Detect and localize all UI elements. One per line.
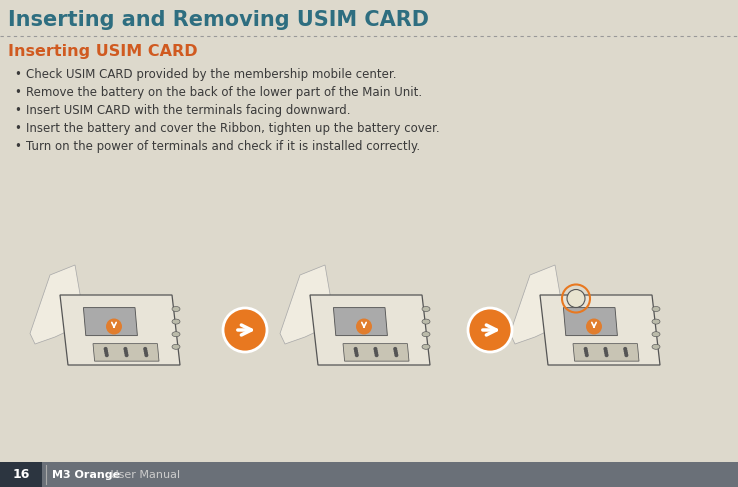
Polygon shape <box>30 265 85 344</box>
Text: •: • <box>14 68 21 81</box>
Text: Inserting and Removing USIM CARD: Inserting and Removing USIM CARD <box>8 10 429 30</box>
Polygon shape <box>510 265 565 344</box>
Text: M3 Orange: M3 Orange <box>52 469 120 480</box>
Circle shape <box>624 349 627 353</box>
Circle shape <box>144 351 148 355</box>
Text: Insert USIM CARD with the terminals facing downward.: Insert USIM CARD with the terminals faci… <box>26 104 351 117</box>
Circle shape <box>124 351 128 355</box>
Circle shape <box>604 347 607 351</box>
Text: User Manual: User Manual <box>107 469 180 480</box>
Circle shape <box>393 347 397 351</box>
Text: •: • <box>14 122 21 135</box>
Circle shape <box>624 351 628 355</box>
Circle shape <box>103 347 108 351</box>
Circle shape <box>584 351 588 355</box>
Circle shape <box>124 349 128 353</box>
Circle shape <box>584 349 588 353</box>
Polygon shape <box>310 295 430 365</box>
Circle shape <box>584 353 589 357</box>
Ellipse shape <box>422 344 430 349</box>
Circle shape <box>106 318 122 335</box>
Circle shape <box>104 349 108 353</box>
Circle shape <box>144 349 148 353</box>
Ellipse shape <box>652 332 660 337</box>
Circle shape <box>584 347 587 351</box>
Ellipse shape <box>172 344 180 349</box>
Circle shape <box>375 353 379 357</box>
Ellipse shape <box>652 319 660 324</box>
Circle shape <box>374 349 378 353</box>
Bar <box>0 462 42 487</box>
Ellipse shape <box>172 306 180 312</box>
Ellipse shape <box>422 332 430 337</box>
Text: Remove the battery on the back of the lower part of the Main Unit.: Remove the battery on the back of the lo… <box>26 86 422 99</box>
Circle shape <box>586 318 602 335</box>
Circle shape <box>374 351 378 355</box>
Circle shape <box>393 349 398 353</box>
Circle shape <box>567 289 585 307</box>
Circle shape <box>123 347 128 351</box>
Ellipse shape <box>422 306 430 312</box>
Text: •: • <box>14 140 21 153</box>
Polygon shape <box>343 344 409 361</box>
Circle shape <box>104 351 108 355</box>
Circle shape <box>604 353 609 357</box>
Polygon shape <box>540 295 660 365</box>
Polygon shape <box>60 295 180 365</box>
Polygon shape <box>280 265 335 344</box>
Circle shape <box>468 308 512 352</box>
Circle shape <box>356 318 372 335</box>
Text: Insert the battery and cover the Ribbon, tighten up the battery cover.: Insert the battery and cover the Ribbon,… <box>26 122 440 135</box>
Circle shape <box>354 351 359 355</box>
Circle shape <box>145 353 148 357</box>
Text: •: • <box>14 86 21 99</box>
Circle shape <box>355 353 359 357</box>
Circle shape <box>373 347 377 351</box>
Circle shape <box>623 347 627 351</box>
Ellipse shape <box>652 306 660 312</box>
Text: 16: 16 <box>13 468 30 481</box>
Ellipse shape <box>172 332 180 337</box>
Ellipse shape <box>172 319 180 324</box>
Text: Check USIM CARD provided by the membership mobile center.: Check USIM CARD provided by the membersh… <box>26 68 396 81</box>
Circle shape <box>354 349 358 353</box>
Polygon shape <box>83 308 137 336</box>
Circle shape <box>143 347 147 351</box>
Polygon shape <box>563 308 618 336</box>
Circle shape <box>105 353 108 357</box>
Polygon shape <box>334 308 387 336</box>
Circle shape <box>354 347 358 351</box>
Polygon shape <box>573 344 639 361</box>
Bar <box>0 462 738 487</box>
Circle shape <box>223 308 267 352</box>
Circle shape <box>394 353 399 357</box>
Polygon shape <box>93 344 159 361</box>
Ellipse shape <box>652 344 660 349</box>
Circle shape <box>394 351 398 355</box>
Circle shape <box>125 353 128 357</box>
Circle shape <box>604 351 608 355</box>
Text: Inserting USIM CARD: Inserting USIM CARD <box>8 44 198 59</box>
Circle shape <box>624 353 628 357</box>
Ellipse shape <box>422 319 430 324</box>
Text: •: • <box>14 104 21 117</box>
Text: Turn on the power of terminals and check if it is installed correctly.: Turn on the power of terminals and check… <box>26 140 420 153</box>
Circle shape <box>604 349 608 353</box>
